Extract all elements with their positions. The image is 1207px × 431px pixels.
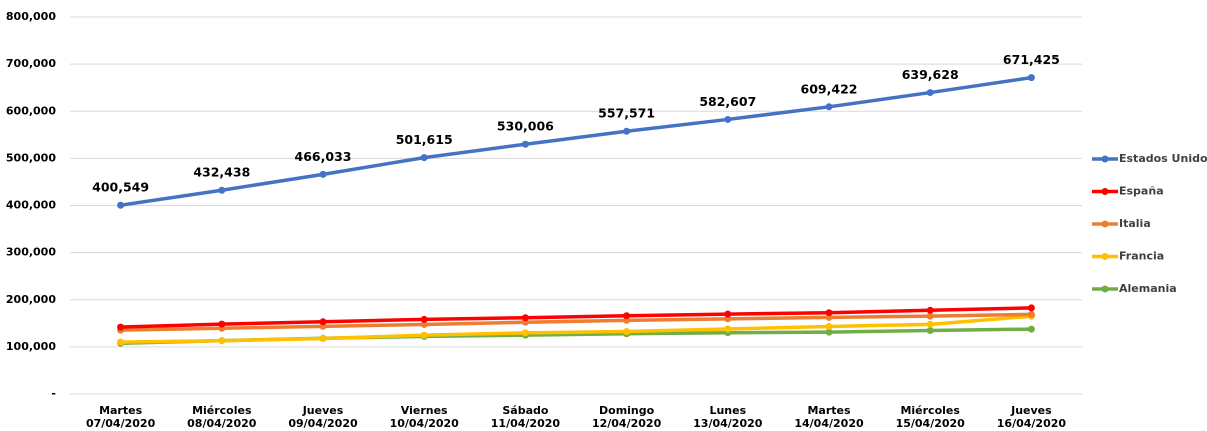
y-tick-label: 400,000 xyxy=(6,199,56,212)
x-tick-label: 14/04/2020 xyxy=(794,417,864,430)
data-point xyxy=(623,312,631,320)
x-tick-label: Lunes xyxy=(709,404,746,417)
data-point xyxy=(724,325,732,333)
x-tick-label: 16/04/2020 xyxy=(997,417,1067,430)
data-point xyxy=(825,309,833,317)
legend-label: España xyxy=(1119,185,1164,198)
y-tick-label: 700,000 xyxy=(6,57,56,70)
y-tick-label: 200,000 xyxy=(6,293,56,306)
data-point xyxy=(724,115,732,123)
data-point xyxy=(420,331,428,339)
data-point xyxy=(724,310,732,318)
x-tick-label: Jueves xyxy=(1010,404,1052,417)
data-point xyxy=(825,322,833,330)
data-point xyxy=(117,323,125,331)
data-label: 432,438 xyxy=(193,165,250,180)
data-point xyxy=(218,320,226,328)
data-label: 466,033 xyxy=(295,149,352,164)
x-tick-label: Jueves xyxy=(302,404,344,417)
data-point xyxy=(521,329,529,337)
y-tick-label: 300,000 xyxy=(6,246,56,259)
x-tick-label: Domingo xyxy=(599,404,655,417)
data-point xyxy=(218,186,226,194)
legend-label: Estados Unidos xyxy=(1119,152,1207,165)
y-tick-label: 600,000 xyxy=(6,104,56,117)
legend-marker xyxy=(1101,188,1109,195)
data-point xyxy=(1027,304,1035,312)
data-point xyxy=(521,140,529,148)
data-label: 671,425 xyxy=(1003,52,1060,67)
data-point xyxy=(117,201,125,209)
x-tick-label: 13/04/2020 xyxy=(693,417,763,430)
data-point xyxy=(420,154,428,162)
data-point xyxy=(926,326,934,334)
legend-marker xyxy=(1101,253,1109,260)
y-tick-label: - xyxy=(51,387,56,400)
series-line xyxy=(120,314,1032,344)
data-point xyxy=(117,338,125,346)
data-point xyxy=(319,335,327,343)
data-label: 501,615 xyxy=(396,132,453,147)
data-label: 530,006 xyxy=(497,119,554,134)
data-point xyxy=(623,328,631,336)
data-point xyxy=(926,320,934,328)
data-point xyxy=(926,312,934,320)
x-tick-label: 08/04/2020 xyxy=(187,417,257,430)
legend-marker xyxy=(1101,285,1109,293)
data-point xyxy=(926,306,934,314)
x-tick-label: Miércoles xyxy=(192,404,252,417)
x-tick-label: 07/04/2020 xyxy=(86,417,156,430)
data-label: 400,549 xyxy=(92,180,149,195)
x-tick-label: Sábado xyxy=(502,404,549,417)
series-line xyxy=(120,306,1032,329)
x-tick-label: 12/04/2020 xyxy=(592,417,662,430)
series-line xyxy=(120,312,1032,332)
data-point xyxy=(420,320,428,328)
data-point xyxy=(623,127,631,135)
y-tick-label: 100,000 xyxy=(6,340,56,353)
legend-label: Italia xyxy=(1119,217,1151,230)
x-tick-label: Martes xyxy=(807,404,851,417)
legend-marker xyxy=(1101,155,1109,163)
data-label: 557,571 xyxy=(598,106,655,121)
data-label: 639,628 xyxy=(902,67,959,82)
data-point xyxy=(1027,310,1035,318)
data-point xyxy=(1027,325,1035,333)
x-tick-label: 15/04/2020 xyxy=(896,417,966,430)
x-tick-label: Miércoles xyxy=(900,404,960,417)
data-point xyxy=(825,328,833,336)
data-label: 609,422 xyxy=(801,81,858,96)
data-point xyxy=(319,170,327,178)
x-tick-label: 09/04/2020 xyxy=(288,417,358,430)
x-tick-label: Viernes xyxy=(401,404,448,417)
data-point xyxy=(521,314,529,322)
data-point xyxy=(926,89,934,97)
legend-marker xyxy=(1101,220,1109,228)
x-tick-label: 10/04/2020 xyxy=(390,417,460,430)
series-line xyxy=(120,75,1032,207)
legend-label: Francia xyxy=(1119,250,1164,263)
data-point xyxy=(1027,74,1035,82)
y-tick-label: 800,000 xyxy=(6,10,56,23)
legend-label: Alemania xyxy=(1119,282,1177,295)
x-tick-label: Martes xyxy=(99,404,143,417)
data-point xyxy=(218,337,226,345)
data-label: 582,607 xyxy=(699,94,756,109)
y-tick-label: 500,000 xyxy=(6,151,56,164)
data-point xyxy=(319,318,327,326)
x-tick-label: 11/04/2020 xyxy=(491,417,561,430)
data-point xyxy=(420,315,428,323)
data-point xyxy=(825,103,833,111)
